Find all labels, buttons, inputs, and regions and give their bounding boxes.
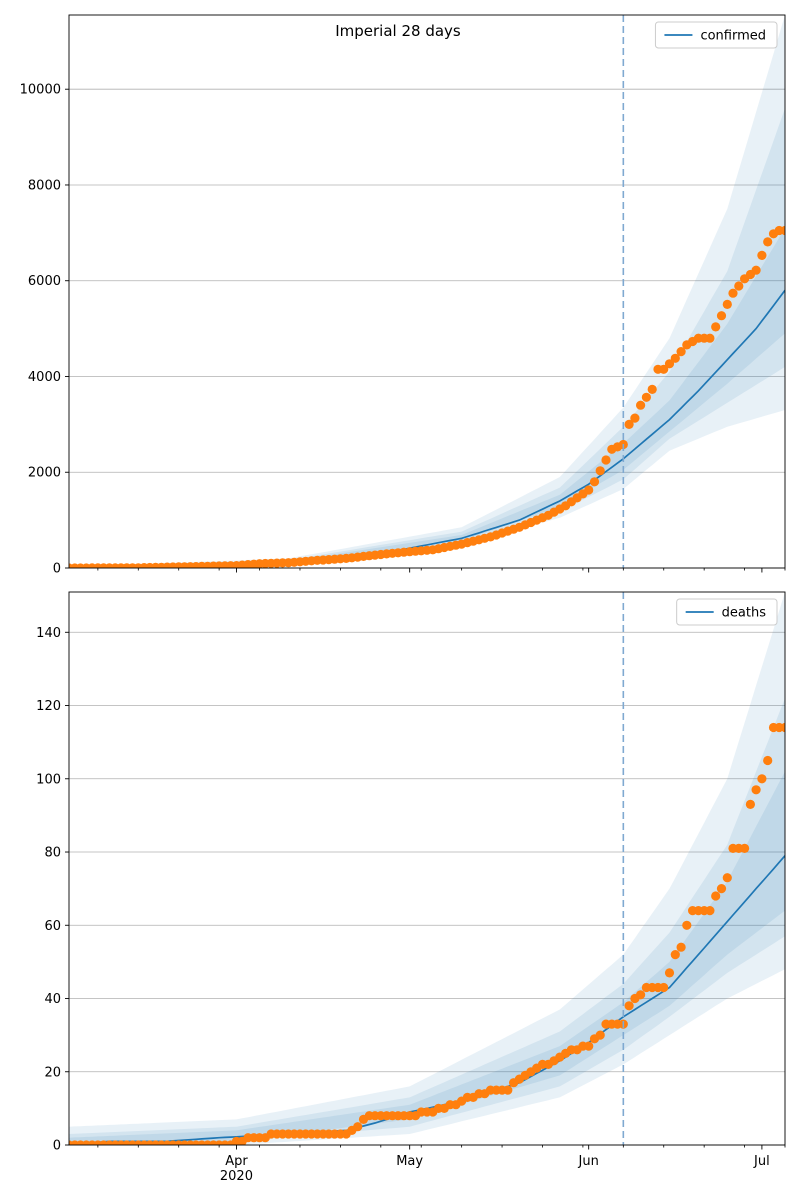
observed-point [503,1085,513,1095]
observed-point [763,237,773,247]
x-tick-label: 2020 [220,1169,253,1184]
confirmed-panel: 0 2000 4000 6000 8000 10000 confirmed [20,14,786,577]
observed-point [589,477,600,487]
axes-frame [68,591,786,1146]
observed-point [734,281,744,291]
observed-point [670,353,680,363]
uncertainty-band [69,698,785,1145]
plot-area [69,592,785,1145]
uncertainty-band [69,228,785,568]
y-tick-label: 8000 [28,178,61,193]
y-tick-label: 120 [36,699,61,714]
y-tick-label: 6000 [28,274,61,289]
observed-point [780,722,785,733]
observed-point [595,1030,605,1040]
y-tick-label: 2000 [28,466,61,481]
observed-point [676,347,686,357]
observed-point [624,1001,634,1011]
observed-point [630,413,640,423]
observed-point [353,1122,363,1132]
observed-point [780,225,785,236]
observed-point [751,265,761,275]
x-tick-label: Jun [578,1154,599,1169]
y-tick-label: 40 [44,992,61,1007]
y-tick-label: 140 [36,626,61,641]
y-tick-label: 80 [44,846,61,861]
figure-title: Imperial 28 days [335,22,461,40]
x-tick-label: Jul [753,1154,770,1169]
y-tick-label: 0 [53,1139,61,1154]
observed-point [664,968,675,978]
plot-area [69,15,785,568]
observed-point [763,755,773,766]
observed-point [601,455,611,465]
observed-point [711,891,721,901]
axes-frame [68,14,786,569]
observed-point [641,392,652,402]
legend: confirmed [654,21,778,49]
observed-point [595,466,605,476]
y-tick-label: 10000 [20,83,61,98]
y-tick-label: 60 [44,919,61,934]
uncertainty-band [69,15,785,568]
observed-point [659,982,669,993]
observed-point [636,990,646,1000]
observed-point [728,288,738,298]
observed-point [705,333,715,343]
x-tick-label: May [396,1154,423,1169]
observed-point [705,906,715,916]
uncertainty-band [69,592,785,1145]
y-tick-label: 100 [36,772,61,787]
observed-point [757,250,767,260]
observed-point [647,384,657,394]
legend-box [654,21,778,49]
observed-point [682,920,692,930]
observed-point [584,485,594,495]
y-tick-label: 4000 [28,370,61,385]
legend-label: deaths [722,606,767,621]
observed-point [711,322,721,332]
observed-point [745,799,756,810]
y-tick-label: 0 [53,562,61,577]
observed-point [722,299,732,309]
observed-point [624,419,634,429]
legend: deaths [676,598,778,626]
observed-point [584,1041,594,1051]
observed-point [659,364,669,374]
observed-point [740,843,750,854]
observed-point [751,785,761,795]
observed-point [757,774,767,784]
y-tick-label: 20 [44,1065,61,1080]
observed-point [670,950,680,960]
legend-box [676,598,778,626]
x-tick-label: Apr [225,1154,248,1169]
observed-point [676,942,686,952]
observed-point [722,873,732,883]
observed-point [636,400,646,410]
uncertainty-band [69,108,785,568]
observed-point [716,311,727,321]
observed-point [716,884,727,894]
legend-label: confirmed [700,29,766,44]
observed-point [664,359,675,369]
